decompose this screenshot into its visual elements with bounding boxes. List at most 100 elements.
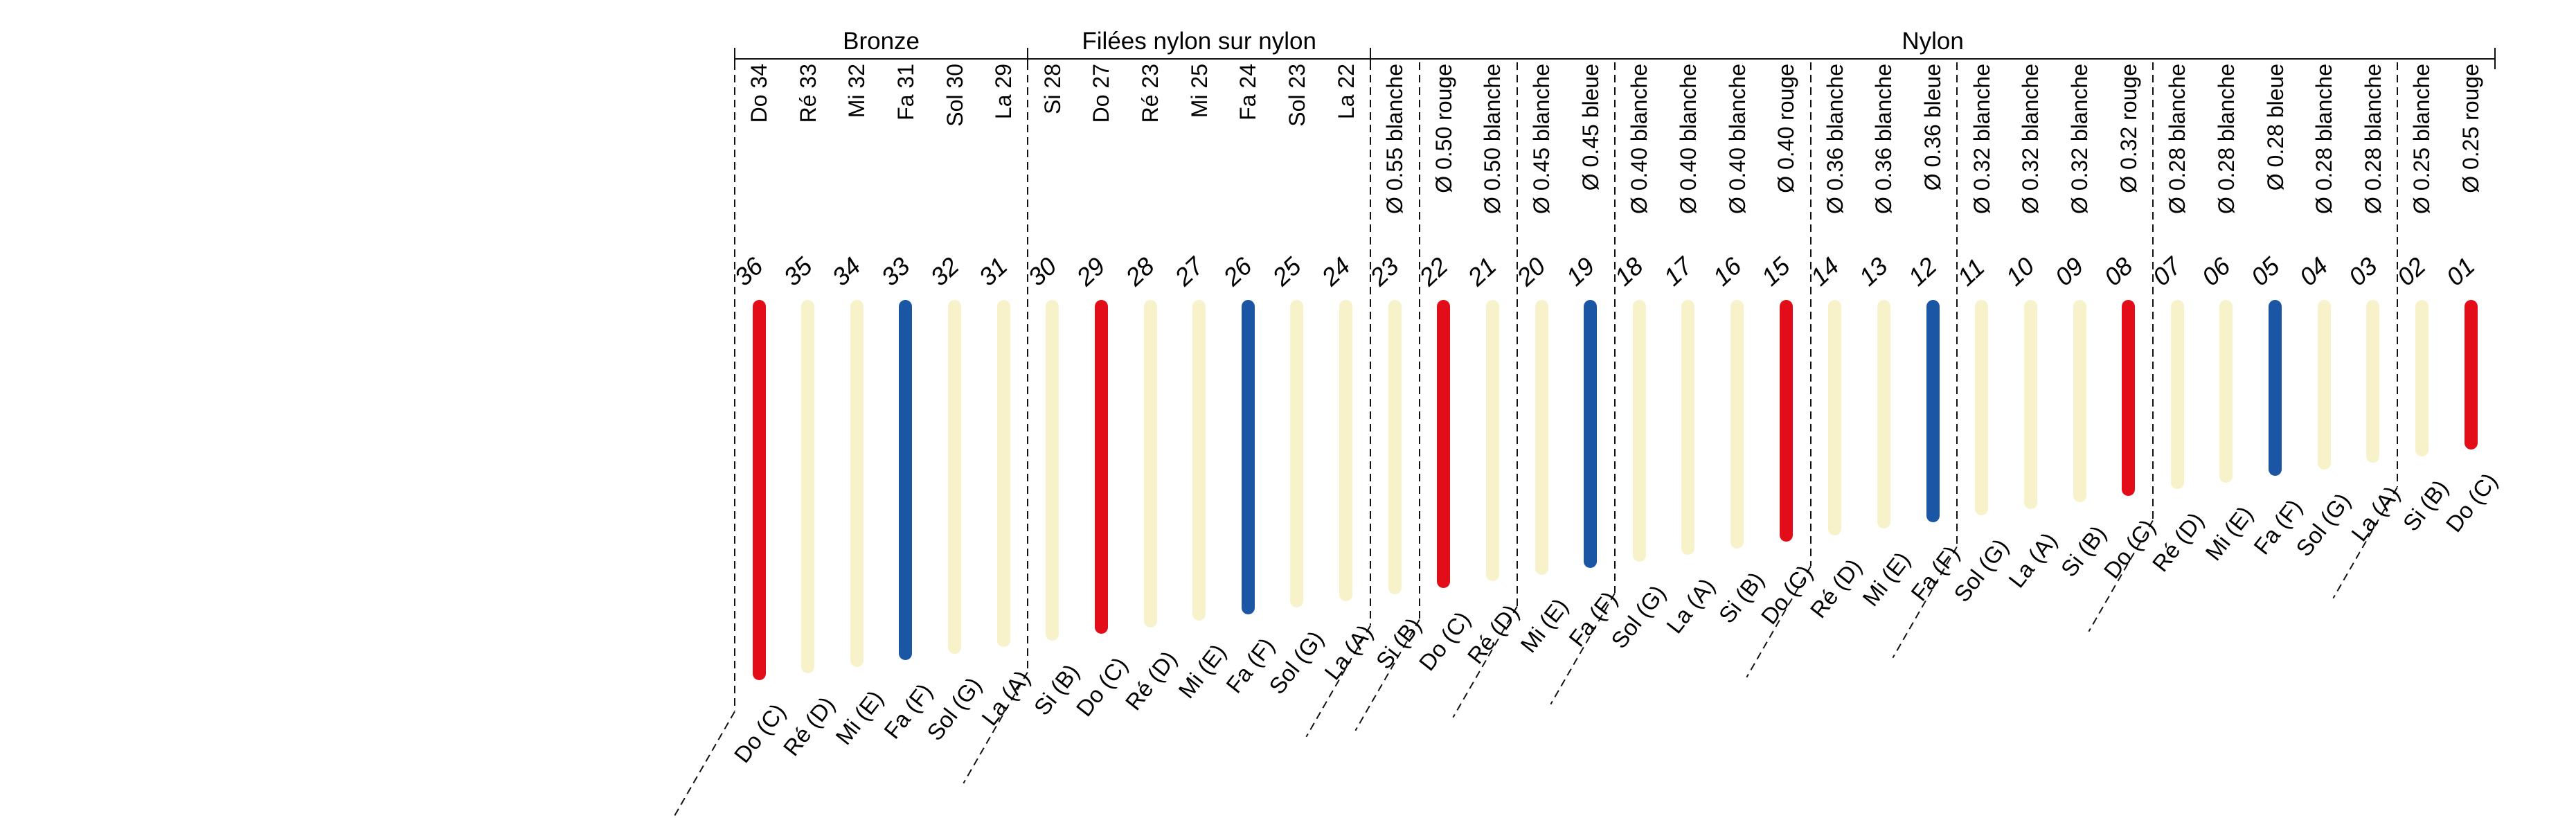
group-separator-dashed [2152,62,2154,520]
string-gauge-label: Ø 0.28 bleue [2262,64,2288,191]
string-gauge-label: Sol 30 [942,64,967,127]
string-bar [1975,300,1989,516]
scale-tick [733,48,735,69]
string-gauge-label: Ø 0.45 blanche [1529,64,1555,215]
string-bar [850,300,864,667]
string-number-label: 13 [1853,251,1894,292]
string-number-label: 10 [2000,251,2041,292]
string-bar [2464,300,2478,450]
string-bar [1730,300,1744,549]
string-note-label: La (A) [2345,481,2405,546]
string-number-label: 26 [1217,251,1258,292]
string-gauge-label: Sol 23 [1284,64,1309,127]
string-number-label: 02 [2391,251,2432,292]
string-gauge-label: Ø 0.32 blanche [2018,64,2043,215]
string-bar [1046,300,1059,641]
group-separator-dashed [2397,62,2399,488]
string-note-label: Do (C) [1413,606,1476,675]
string-number-label: 23 [1364,251,1404,292]
string-note-label: Si (B) [1713,567,1769,628]
string-bar [1877,300,1890,529]
string-bar [1779,300,1793,542]
scale-tick [1027,48,1029,69]
scale-tick [2494,48,2496,69]
group-separator-diagonal [670,711,735,818]
string-note-label: Sol (G) [921,672,987,745]
string-gauge-label: Ø 0.36 blanche [1822,64,1848,215]
string-note-label: Mi (E) [1515,593,1573,657]
string-note-label: Ré (D) [778,692,840,761]
string-gauge-label: Ø 0.55 blanche [1382,64,1408,215]
string-bar [2073,300,2086,503]
string-note-label: Ré (D) [2147,507,2209,577]
string-note-label: Do (C) [2440,468,2503,537]
group-label-filees-nylon: Filées nylon sur nylon [1082,28,1316,55]
string-note-label: La (A) [2003,527,2062,592]
string-bar [1485,300,1499,582]
string-note-label: Sol (G) [1948,533,2014,607]
string-number-label: 22 [1413,251,1454,292]
string-number-label: 25 [1267,251,1307,292]
string-bar [1192,300,1206,621]
string-gauge-label: Ø 0.28 blanche [2213,64,2239,215]
string-number-label: 17 [1658,251,1698,292]
string-bar [1535,300,1548,575]
string-number-label: 05 [2244,251,2285,292]
string-number-label: 24 [1315,251,1356,292]
string-note-label: Sol (G) [2291,488,2356,561]
string-number-label: 15 [1755,251,1796,292]
string-number-label: 30 [1022,251,1062,292]
string-gauge-label: Ø 0.36 bleue [1920,64,1946,191]
top-scale-line [734,58,2496,60]
string-number-label: 20 [1511,251,1551,292]
group-label-nylon: Nylon [1902,28,1964,55]
string-note-label: Mi (E) [2200,501,2258,565]
group-separator-dashed [1418,62,1420,619]
string-number-label: 03 [2343,251,2383,292]
string-note-label: Sol (G) [1606,580,1671,653]
string-gauge-label: Ø 0.40 blanche [1675,64,1701,215]
string-number-label: 32 [924,251,965,292]
string-bar [1339,300,1353,601]
string-bar [2219,300,2233,483]
string-gauge-label: Ø 0.36 blanche [1871,64,1897,215]
string-gauge-label: Ø 0.32 blanche [2067,64,2092,215]
scale-tick [1369,48,1371,69]
string-number-label: 18 [1609,251,1649,292]
string-gauge-label: Ø 0.32 blanche [1969,64,1994,215]
string-number-label: 36 [728,251,769,292]
string-note-label: Do (C) [1071,652,1133,722]
string-gauge-label: Ø 0.50 blanche [1480,64,1505,215]
group-separator-dashed [1516,62,1518,606]
string-bar [2122,300,2136,496]
string-note-label: La (A) [976,666,1035,731]
string-number-label: 28 [1120,251,1160,292]
group-separator-dashed [1369,62,1371,626]
string-note-label: La (A) [1318,619,1378,685]
string-gauge-label: Ø 0.32 rouge [2116,64,2141,193]
string-gauge-label: La 29 [991,64,1017,120]
string-note-label: Mi (E) [1172,639,1231,704]
string-number-label: 21 [1462,251,1503,292]
string-bar [948,300,962,654]
string-bar [1388,300,1402,595]
string-bar [2023,300,2037,509]
string-number-label: 27 [1169,251,1209,292]
string-note-label: Ré (D) [1120,646,1182,715]
string-bar [1143,300,1157,628]
string-note-label: Mi (E) [1857,546,1916,612]
string-gauge-label: Ø 0.28 blanche [2311,64,2337,215]
string-note-label: Si (B) [2398,474,2453,536]
string-bar [801,300,815,674]
string-number-label: 01 [2440,251,2480,292]
string-number-label: 08 [2098,251,2138,292]
string-bar [996,300,1010,648]
group-separator-dashed [1614,62,1616,593]
string-bar [1241,300,1255,614]
string-gauge-label: Do 27 [1089,64,1114,123]
string-bar [2366,300,2380,463]
string-number-label: 07 [2147,251,2187,292]
string-gauge-label: Ø 0.40 blanche [1627,64,1652,215]
string-number-label: 04 [2293,251,2334,292]
string-gauge-label: Ø 0.25 rouge [2458,64,2484,193]
